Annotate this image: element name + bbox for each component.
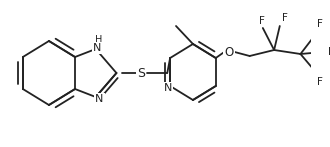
Text: F: F [317,77,323,87]
Text: N: N [164,83,173,93]
Text: F: F [281,13,287,23]
Text: S: S [137,66,145,80]
Text: N: N [95,94,104,104]
Text: N: N [92,43,101,53]
Text: F: F [259,16,265,26]
Text: O: O [224,46,234,59]
Text: F: F [328,47,330,57]
Text: F: F [317,19,323,29]
Text: H: H [95,35,102,45]
